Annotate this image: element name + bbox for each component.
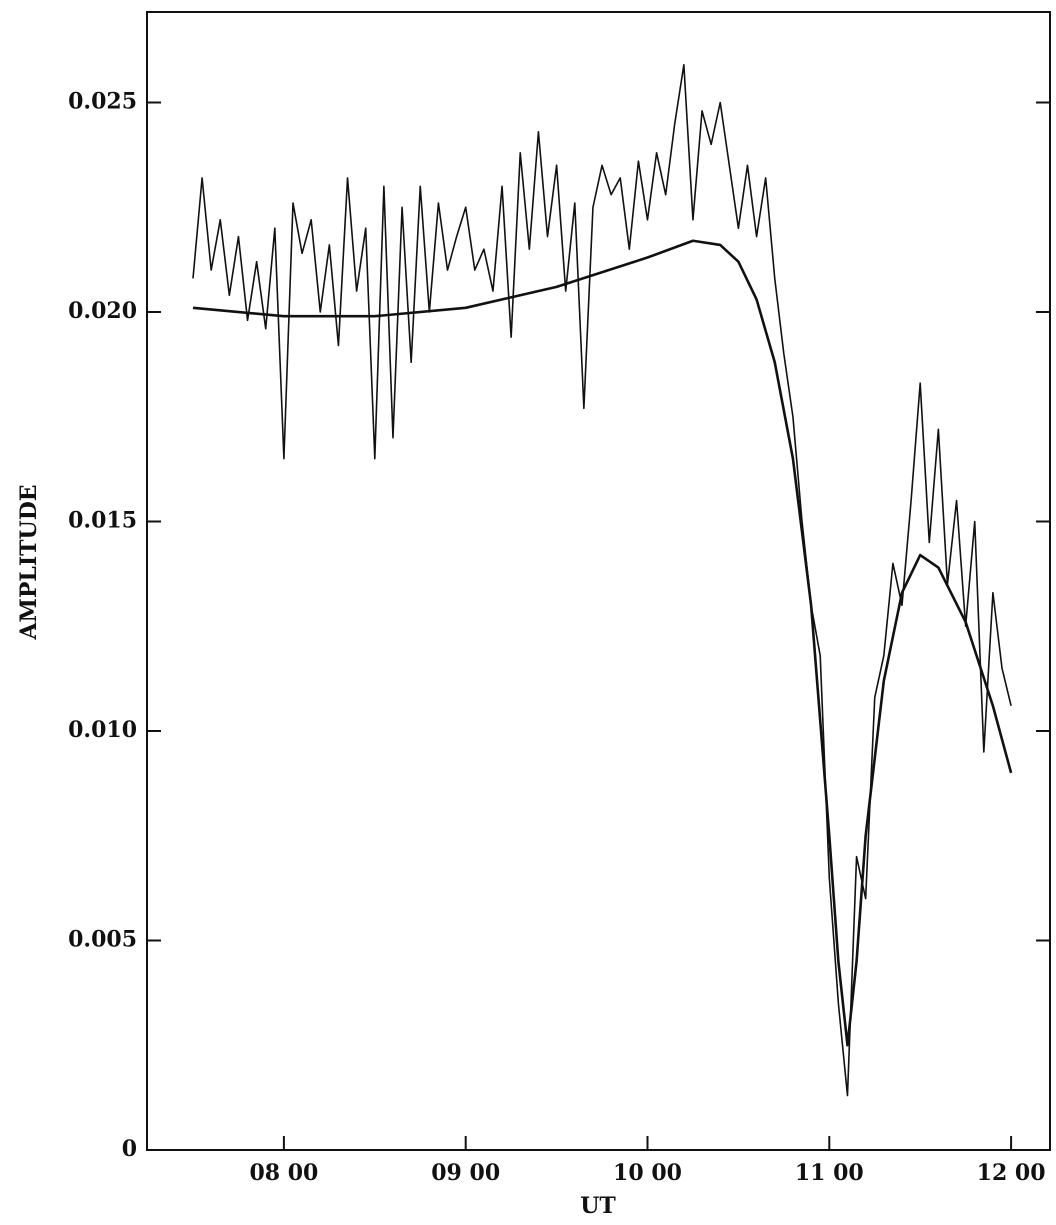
y-tick-label: 0.025 xyxy=(68,89,137,115)
y-tick-label: 0.005 xyxy=(68,927,137,953)
x-tick-label: 08 00 xyxy=(249,1160,318,1186)
y-tick-label: 0.020 xyxy=(68,298,137,324)
x-tick-label: 10 00 xyxy=(613,1160,682,1186)
x-axis-title: UT xyxy=(580,1193,616,1219)
data-line xyxy=(192,63,1012,1097)
x-tick-label: 09 00 xyxy=(431,1160,500,1186)
plot-frame xyxy=(146,11,1051,1151)
y-tick-label: 0.010 xyxy=(68,717,137,743)
y-tick-label: 0.015 xyxy=(68,508,137,534)
x-tick-label: 12 00 xyxy=(977,1160,1046,1186)
data-line xyxy=(192,239,1013,1047)
y-tick-label: 0 xyxy=(122,1136,137,1162)
x-tick-label: 11 00 xyxy=(795,1160,864,1186)
y-axis-title: AMPLITUDE xyxy=(16,484,42,640)
